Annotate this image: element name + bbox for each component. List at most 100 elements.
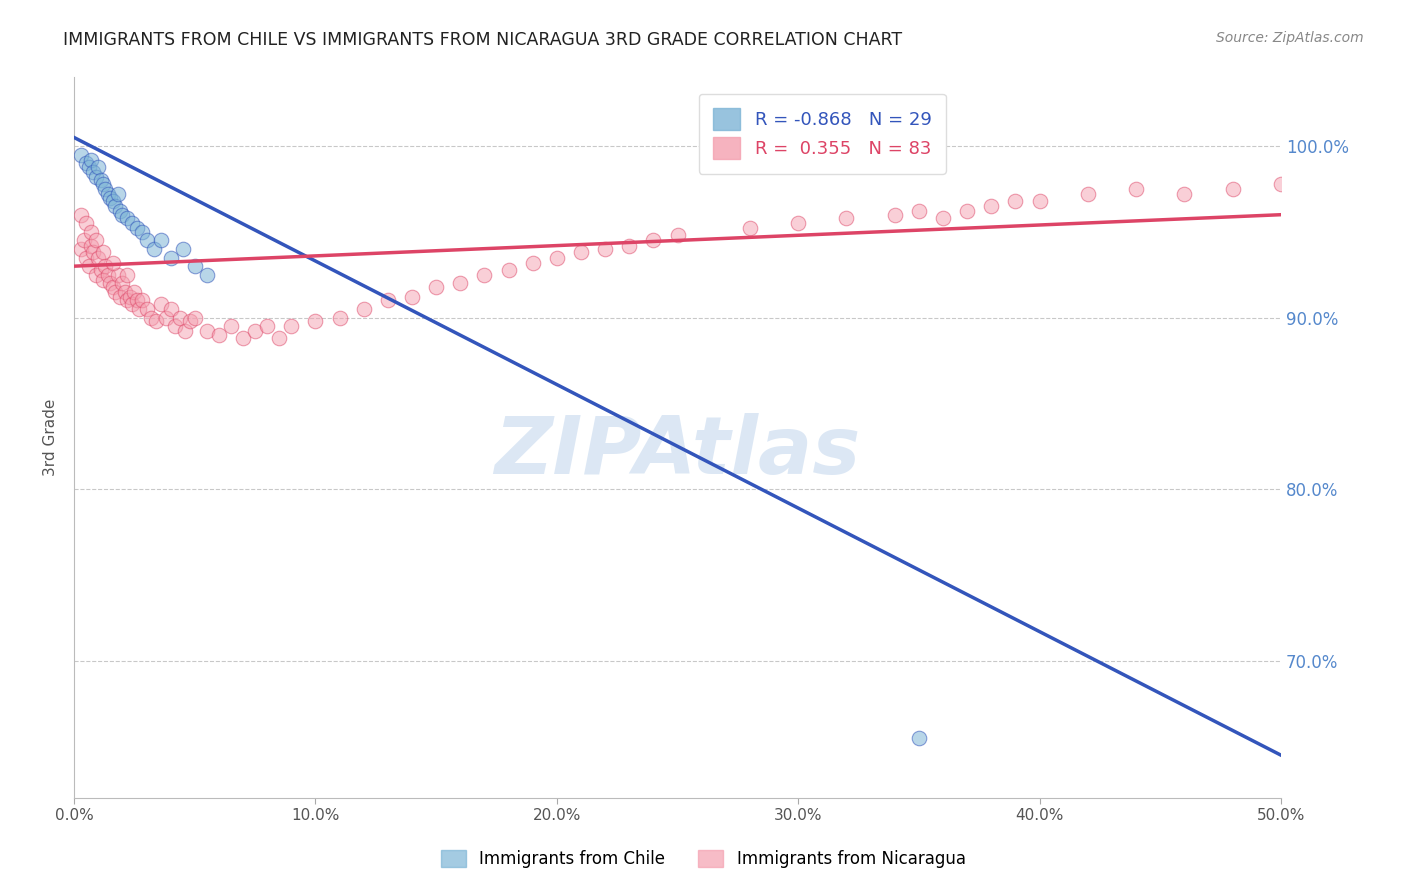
Point xyxy=(121,216,143,230)
Point xyxy=(115,293,138,308)
Point xyxy=(94,259,117,273)
Point xyxy=(449,277,471,291)
Point xyxy=(593,242,616,256)
Point xyxy=(498,262,520,277)
Point xyxy=(70,242,93,256)
Point xyxy=(643,234,665,248)
Point xyxy=(195,324,218,338)
Point xyxy=(1222,182,1244,196)
Point xyxy=(98,277,121,291)
Point xyxy=(82,165,104,179)
Point xyxy=(908,731,931,745)
Text: ZIPAtlas: ZIPAtlas xyxy=(495,413,860,491)
Point xyxy=(835,211,858,226)
Point xyxy=(243,324,266,338)
Point xyxy=(474,268,496,282)
Point xyxy=(425,279,447,293)
Point xyxy=(304,314,326,328)
Point xyxy=(97,268,120,282)
Point xyxy=(98,190,121,204)
Point xyxy=(87,160,110,174)
Point xyxy=(73,234,96,248)
Point xyxy=(75,156,97,170)
Point xyxy=(90,173,112,187)
Point xyxy=(269,331,291,345)
Point xyxy=(184,310,207,325)
Point xyxy=(91,245,114,260)
Point xyxy=(522,256,544,270)
Point xyxy=(141,310,163,325)
Point xyxy=(70,208,93,222)
Legend: R = -0.868   N = 29, R =  0.355   N = 83: R = -0.868 N = 29, R = 0.355 N = 83 xyxy=(699,94,946,174)
Point xyxy=(883,208,905,222)
Point xyxy=(124,285,146,299)
Point xyxy=(135,301,157,316)
Point xyxy=(1004,194,1026,208)
Point xyxy=(1077,187,1099,202)
Point xyxy=(980,199,1002,213)
Point xyxy=(75,251,97,265)
Point xyxy=(118,290,141,304)
Point xyxy=(108,204,131,219)
Point xyxy=(401,290,423,304)
Point xyxy=(101,256,124,270)
Point xyxy=(195,268,218,282)
Point xyxy=(353,301,375,316)
Point xyxy=(184,259,207,273)
Point xyxy=(125,293,148,308)
Point xyxy=(666,228,689,243)
Point xyxy=(546,251,568,265)
Point xyxy=(280,319,302,334)
Point xyxy=(149,234,172,248)
Point xyxy=(115,268,138,282)
Point xyxy=(569,245,592,260)
Point xyxy=(1125,182,1147,196)
Point xyxy=(80,153,103,167)
Point xyxy=(115,211,138,226)
Point xyxy=(142,242,165,256)
Point xyxy=(219,319,242,334)
Point xyxy=(101,194,124,208)
Point xyxy=(159,251,181,265)
Point xyxy=(121,297,143,311)
Point xyxy=(956,204,979,219)
Point xyxy=(91,273,114,287)
Point xyxy=(84,169,107,184)
Point xyxy=(145,314,167,328)
Point xyxy=(377,293,399,308)
Point xyxy=(80,225,103,239)
Point xyxy=(91,177,114,191)
Point xyxy=(131,293,153,308)
Point xyxy=(619,238,641,252)
Point xyxy=(97,187,120,202)
Point xyxy=(208,327,231,342)
Point xyxy=(77,160,100,174)
Point xyxy=(1028,194,1050,208)
Point xyxy=(174,324,197,338)
Point xyxy=(169,310,191,325)
Point xyxy=(932,211,955,226)
Point xyxy=(94,182,117,196)
Point xyxy=(84,234,107,248)
Point xyxy=(101,279,124,293)
Point xyxy=(908,204,931,219)
Point xyxy=(159,301,181,316)
Point xyxy=(131,225,153,239)
Text: IMMIGRANTS FROM CHILE VS IMMIGRANTS FROM NICARAGUA 3RD GRADE CORRELATION CHART: IMMIGRANTS FROM CHILE VS IMMIGRANTS FROM… xyxy=(63,31,903,49)
Point xyxy=(90,262,112,277)
Point xyxy=(87,251,110,265)
Point xyxy=(135,234,157,248)
Point xyxy=(104,199,127,213)
Legend: Immigrants from Chile, Immigrants from Nicaragua: Immigrants from Chile, Immigrants from N… xyxy=(434,843,972,875)
Y-axis label: 3rd Grade: 3rd Grade xyxy=(44,399,58,476)
Point xyxy=(232,331,254,345)
Point xyxy=(111,277,134,291)
Point xyxy=(155,310,177,325)
Point xyxy=(256,319,278,334)
Point xyxy=(128,301,150,316)
Point xyxy=(125,221,148,235)
Point xyxy=(165,319,187,334)
Point xyxy=(179,314,201,328)
Point xyxy=(77,259,100,273)
Point xyxy=(149,297,172,311)
